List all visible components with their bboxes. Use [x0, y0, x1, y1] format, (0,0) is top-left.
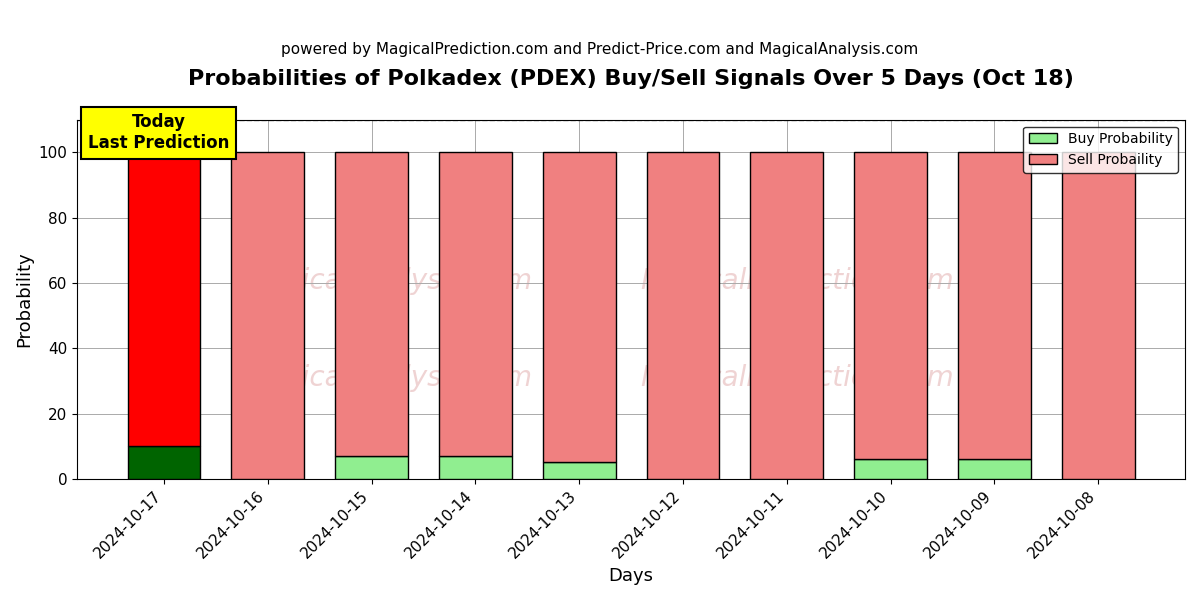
- Bar: [854, 459, 926, 479]
- Bar: [958, 459, 1031, 479]
- Bar: [439, 456, 511, 479]
- Text: powered by MagicalPrediction.com and Predict-Price.com and MagicalAnalysis.com: powered by MagicalPrediction.com and Pre…: [281, 42, 919, 57]
- Text: MagicalAnalysis.com: MagicalAnalysis.com: [242, 268, 532, 295]
- Bar: [854, 152, 926, 459]
- Title: Probabilities of Polkadex (PDEX) Buy/Sell Signals Over 5 Days (Oct 18): Probabilities of Polkadex (PDEX) Buy/Sel…: [188, 69, 1074, 89]
- Text: MagicalPrediction.com: MagicalPrediction.com: [641, 268, 954, 295]
- Bar: [542, 463, 616, 479]
- Bar: [750, 152, 823, 479]
- Bar: [1062, 152, 1135, 479]
- Y-axis label: Probability: Probability: [14, 251, 32, 347]
- Bar: [647, 152, 719, 479]
- Text: MagicalPrediction.com: MagicalPrediction.com: [641, 364, 954, 392]
- Bar: [439, 152, 511, 456]
- Bar: [127, 152, 200, 446]
- Bar: [335, 456, 408, 479]
- Text: Today
Last Prediction: Today Last Prediction: [88, 113, 229, 152]
- Legend: Buy Probability, Sell Probaility: Buy Probability, Sell Probaility: [1024, 127, 1178, 173]
- Bar: [958, 152, 1031, 459]
- Bar: [335, 152, 408, 456]
- Bar: [542, 152, 616, 463]
- Bar: [127, 446, 200, 479]
- Bar: [232, 152, 304, 479]
- X-axis label: Days: Days: [608, 567, 654, 585]
- Text: MagicalAnalysis.com: MagicalAnalysis.com: [242, 364, 532, 392]
